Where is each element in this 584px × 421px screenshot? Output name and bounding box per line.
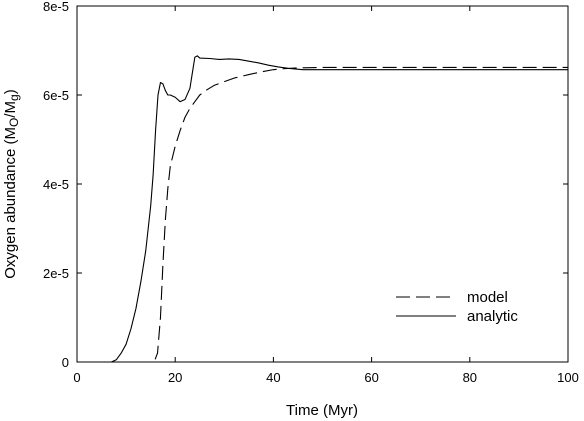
y-axis-label-sub1: O (7, 118, 21, 127)
y-axis-label-sub2: g (7, 94, 21, 101)
x-axis-label: Time (Myr) (286, 402, 358, 419)
series-line-analytic (77, 55, 568, 363)
y-axis-label-main: Oxygen abundance (M (2, 127, 19, 279)
y-axis-label-end: ) (2, 89, 19, 94)
series-line-model (77, 66, 568, 363)
y-tick-label: 2e-5 (43, 266, 69, 281)
x-axis-ticks: 0 20 40 60 80 100 (73, 6, 579, 385)
y-axis-ticks: 0 2e-5 4e-5 6e-5 8e-5 (43, 0, 568, 370)
legend-label-model: model (467, 289, 508, 306)
x-tick-label: 20 (168, 370, 182, 385)
x-tick-label: 0 (73, 370, 80, 385)
x-tick-label: 40 (266, 370, 280, 385)
y-axis-label: Oxygen abundance (MO/Mg) (2, 89, 21, 278)
y-tick-label: 4e-5 (43, 177, 69, 192)
legend: model analytic (396, 289, 518, 325)
legend-label-analytic: analytic (467, 308, 518, 325)
y-tick-label: 8e-5 (43, 0, 69, 14)
series-layer (77, 55, 568, 363)
x-tick-label: 80 (463, 370, 477, 385)
y-tick-label: 6e-5 (43, 88, 69, 103)
y-tick-label: 0 (62, 355, 69, 370)
y-axis-label-mid: /M (2, 101, 19, 118)
x-tick-label: 100 (557, 370, 579, 385)
x-tick-label: 60 (364, 370, 378, 385)
